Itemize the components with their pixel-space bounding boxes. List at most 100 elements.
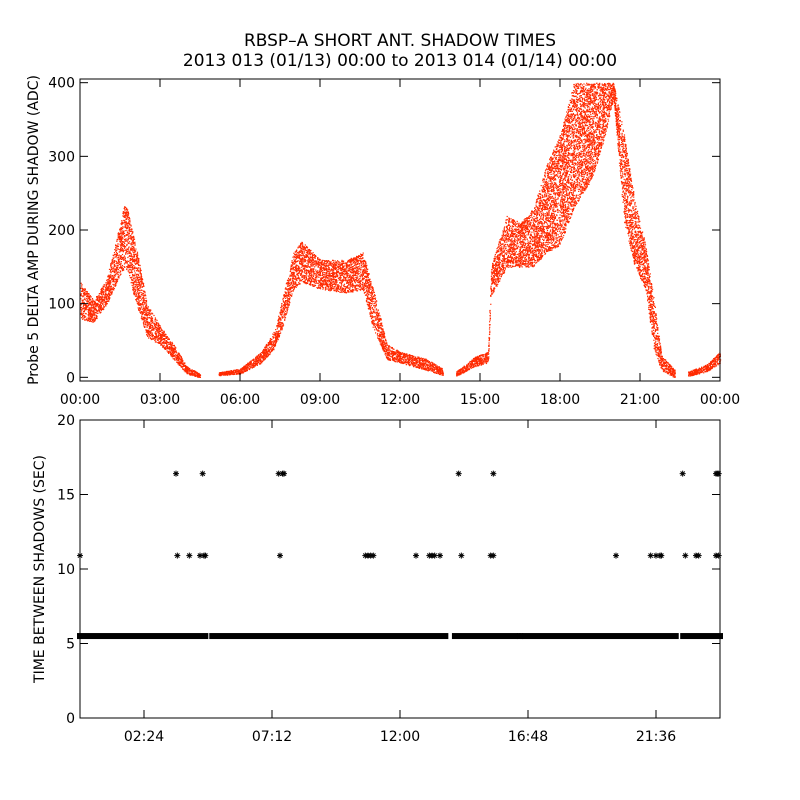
data-point xyxy=(135,280,137,283)
data-point xyxy=(290,283,292,285)
data-point xyxy=(82,288,84,290)
data-point xyxy=(255,356,257,358)
data-point xyxy=(189,369,191,371)
data-point xyxy=(169,341,171,343)
data-point xyxy=(120,273,122,275)
data-point xyxy=(327,288,329,290)
data-point xyxy=(80,287,82,289)
data-point xyxy=(123,226,125,228)
data-point xyxy=(125,234,127,236)
data-point xyxy=(321,263,323,265)
data-point xyxy=(301,252,303,254)
data-point xyxy=(94,306,96,308)
data-point xyxy=(289,288,291,290)
data-point xyxy=(154,336,156,338)
data-point xyxy=(147,306,149,308)
data-point xyxy=(333,263,335,265)
data-point xyxy=(132,282,134,284)
data-point xyxy=(92,303,94,305)
data-point xyxy=(312,252,314,254)
data-point xyxy=(120,248,122,250)
data-point xyxy=(134,289,136,291)
data-point xyxy=(116,267,118,269)
data-point xyxy=(332,266,334,269)
data-point xyxy=(136,300,138,302)
data-point xyxy=(328,275,330,277)
data-point xyxy=(100,292,102,294)
data-point xyxy=(91,316,93,318)
data-point xyxy=(122,241,125,243)
data-point xyxy=(244,366,246,369)
data-point xyxy=(287,295,289,297)
data-point xyxy=(129,262,131,264)
data-point xyxy=(258,360,260,362)
data-point xyxy=(87,305,89,307)
data-point xyxy=(90,304,92,306)
data-point xyxy=(116,279,118,281)
data-point xyxy=(344,263,346,265)
data-point xyxy=(320,261,322,263)
data-point xyxy=(178,357,180,359)
data-point xyxy=(83,295,85,297)
data-point xyxy=(191,374,193,376)
data-point xyxy=(186,366,188,368)
data-point xyxy=(287,298,289,300)
data-point xyxy=(343,273,345,275)
data-point xyxy=(152,338,154,340)
data-point xyxy=(149,325,152,327)
data-point xyxy=(144,317,146,319)
data-point xyxy=(171,345,173,347)
data-point xyxy=(130,272,132,274)
data-point xyxy=(128,242,130,245)
data-point xyxy=(308,259,310,261)
data-point xyxy=(280,314,282,316)
data-point xyxy=(299,257,301,259)
data-point xyxy=(313,270,315,272)
data-point xyxy=(152,326,154,328)
data-point xyxy=(253,360,256,362)
data-point xyxy=(134,260,136,262)
data-point xyxy=(230,373,232,375)
data-point xyxy=(87,317,89,319)
data-point xyxy=(103,301,105,303)
data-point xyxy=(312,272,314,274)
data-point xyxy=(156,323,158,326)
data-point xyxy=(231,371,233,373)
data-point xyxy=(93,320,95,322)
data-point xyxy=(154,325,156,327)
data-point xyxy=(275,338,277,340)
data-point xyxy=(140,289,142,291)
data-point xyxy=(109,290,111,292)
data-point xyxy=(107,288,110,290)
data-point xyxy=(111,268,114,270)
data-point xyxy=(233,372,235,374)
data-point xyxy=(150,323,152,325)
data-point xyxy=(138,301,140,303)
data-point xyxy=(265,354,267,357)
data-point xyxy=(322,279,324,281)
data-point xyxy=(283,312,285,314)
data-point xyxy=(143,297,145,299)
data-point xyxy=(259,359,261,361)
data-point xyxy=(264,350,266,352)
data-point xyxy=(133,282,135,284)
data-point xyxy=(125,262,127,264)
data-point xyxy=(295,276,297,279)
data-point xyxy=(300,274,302,276)
data-point xyxy=(106,303,108,305)
data-point xyxy=(97,309,99,312)
data-point xyxy=(109,271,111,273)
data-point xyxy=(345,273,347,275)
data-point xyxy=(128,271,130,273)
data-point xyxy=(126,222,128,224)
data-point xyxy=(146,320,149,323)
data-point xyxy=(125,223,127,225)
data-point xyxy=(290,264,292,266)
data-point xyxy=(195,374,197,376)
data-point xyxy=(120,227,122,229)
data-point xyxy=(287,304,289,306)
data-point xyxy=(135,299,137,301)
data-point xyxy=(306,271,308,273)
data-point xyxy=(286,306,288,308)
data-point xyxy=(117,246,119,248)
